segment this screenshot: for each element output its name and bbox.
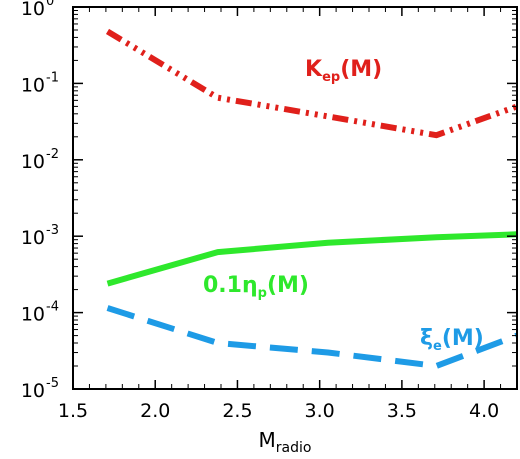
y-tick-label-exponent: 0 xyxy=(46,0,54,9)
x-tick-label: 2.0 xyxy=(140,400,170,422)
x-tick-label: 2.5 xyxy=(222,400,252,422)
y-tick-label-exponent: -2 xyxy=(46,147,59,162)
y-tick-label-exponent: -5 xyxy=(46,376,59,391)
y-tick-label-exponent: -3 xyxy=(46,223,59,238)
x-tick-label: 1.5 xyxy=(58,400,88,422)
series-label: ξe(M) xyxy=(420,326,484,354)
y-tick-label-exponent: -1 xyxy=(46,70,59,85)
series-line xyxy=(106,231,517,287)
y-tick-label-exponent: -4 xyxy=(46,300,59,315)
x-tick-label: 3.5 xyxy=(387,400,417,422)
y-tick-label-base: 10 xyxy=(21,151,45,173)
y-tick-label-base: 10 xyxy=(21,380,45,402)
y-tick-label-base: 10 xyxy=(21,227,45,249)
tick-layer xyxy=(72,6,517,390)
x-axis-label: Mradio xyxy=(259,428,312,456)
x-tick-label: 3.0 xyxy=(305,400,335,422)
plot-frame xyxy=(72,6,518,390)
x-tick-label: 4.0 xyxy=(469,400,499,422)
series-line xyxy=(105,28,517,139)
series-layer xyxy=(105,28,517,369)
y-tick-label-base: 10 xyxy=(21,304,45,326)
y-tick-label-base: 10 xyxy=(21,0,45,20)
label-layer: 1.5 2.0 2.5 3.0 3.5 4.010-510-410-310-210-110… xyxy=(21,0,499,456)
series-label: 0.1ηp(M) xyxy=(203,273,309,301)
series-label: Kep(M) xyxy=(305,57,382,85)
y-tick-label-base: 10 xyxy=(21,74,45,96)
series-line xyxy=(106,305,517,369)
